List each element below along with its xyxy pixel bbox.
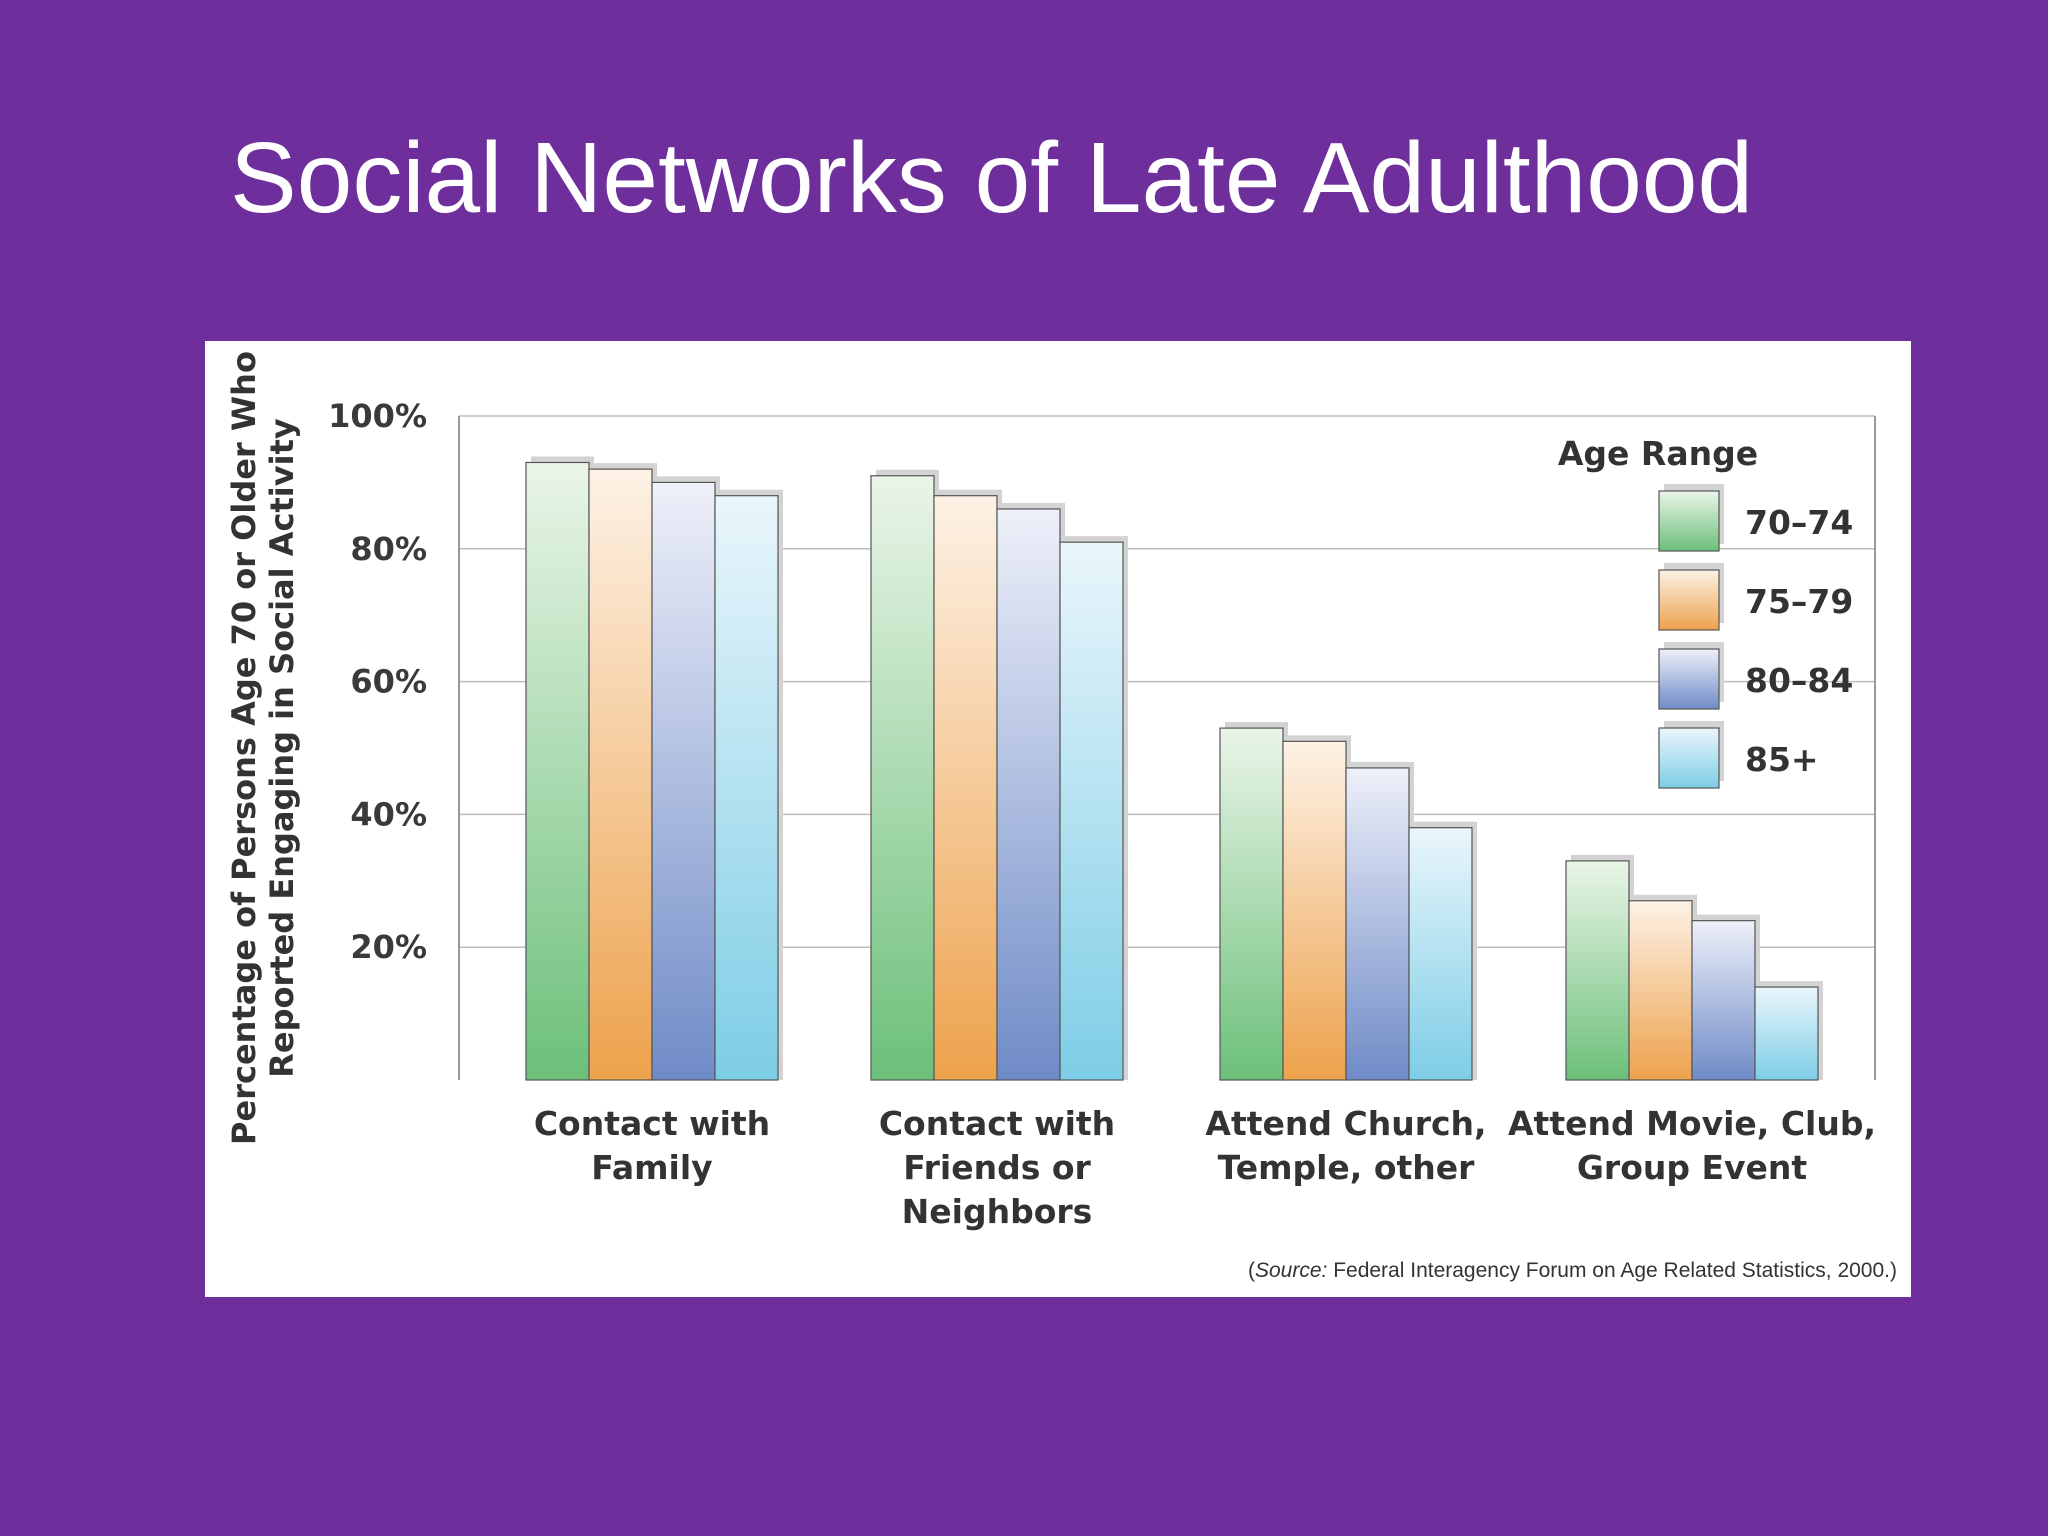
y-axis-label: Percentage of Persons Age 70 or Older Wh… [225, 351, 301, 1145]
bar [1059, 541, 1124, 1081]
legend-swatch [1658, 648, 1720, 710]
bar [1628, 900, 1693, 1081]
source-text: Federal Interagency Forum on Age Related… [1327, 1259, 1897, 1282]
x-category-label: Attend Movie, Club, Group Event [1508, 1104, 1876, 1187]
legend-swatch [1658, 490, 1720, 552]
y-tick-label: 40% [350, 795, 427, 833]
x-category-label: Contact with Family [534, 1104, 770, 1187]
y-tick-label: 60% [350, 663, 427, 701]
chart-panel: 20% 40% 60% 80% 100% Percentage of Persons Ag… [205, 341, 1911, 1297]
slide-title: Social Networks of Late Adulthood [230, 122, 1754, 234]
bar [996, 508, 1061, 1081]
bar [1408, 827, 1473, 1081]
bar [1691, 920, 1756, 1081]
bar [525, 461, 590, 1081]
y-tick-label: 100% [328, 397, 427, 435]
bar [933, 495, 998, 1081]
bar [1345, 767, 1410, 1081]
legend-label: 80–84 [1745, 661, 1853, 700]
legend-swatch [1658, 569, 1720, 631]
bar [714, 495, 779, 1081]
legend-label: 85+ [1745, 740, 1819, 779]
bar [870, 475, 935, 1081]
bar-chart: 20% 40% 60% 80% 100% Percentage of Persons Ag… [225, 351, 1876, 1231]
x-category-label: Contact with Friends or Neighbors [879, 1104, 1115, 1231]
legend-label: 70–74 [1745, 503, 1853, 542]
bar [1754, 986, 1819, 1081]
legend-label: 75–79 [1745, 582, 1853, 621]
bar [588, 468, 653, 1081]
source-note: (Source: Federal Interagency Forum on Ag… [1248, 1259, 1897, 1283]
source-paren: ( [1247, 1259, 1255, 1282]
legend-swatch [1658, 727, 1720, 789]
bar [651, 481, 716, 1081]
source-label: Source: [1254, 1259, 1328, 1282]
legend-title: Age Range [1558, 434, 1758, 473]
bar [1565, 860, 1630, 1081]
bar [1282, 740, 1347, 1081]
y-tick-label: 20% [350, 928, 427, 966]
x-category-label: Attend Church, Temple, other [1205, 1104, 1486, 1187]
bar [1219, 727, 1284, 1081]
y-tick-label: 80% [350, 530, 427, 568]
